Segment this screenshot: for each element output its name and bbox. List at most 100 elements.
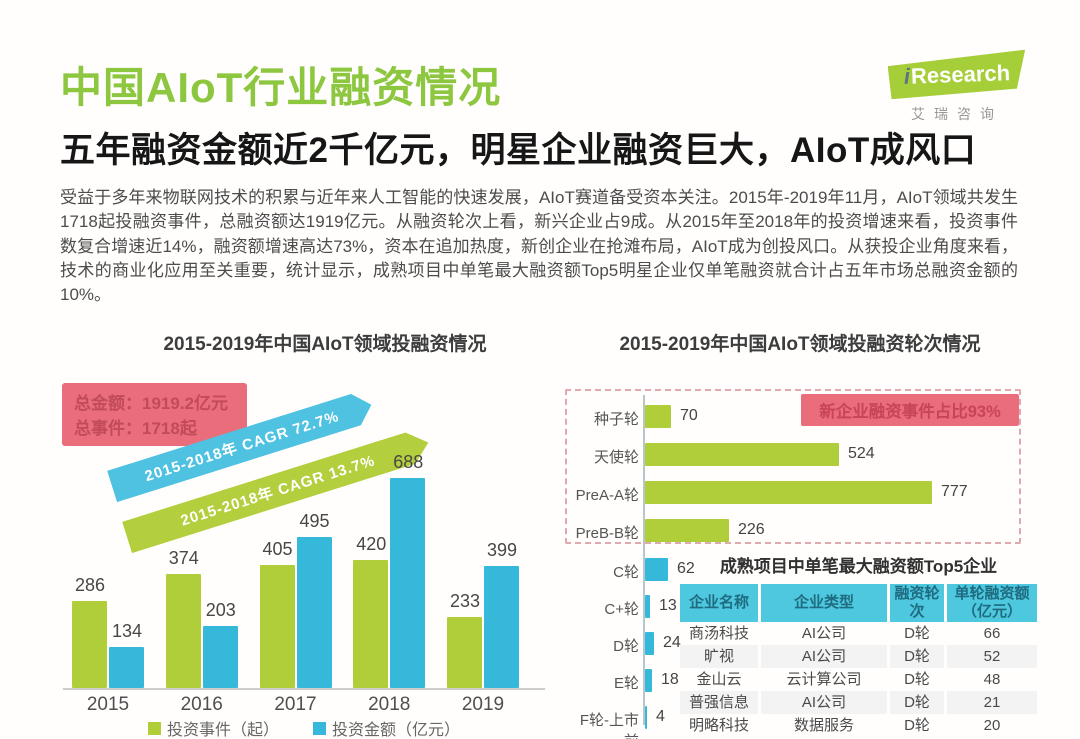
table-cell: 48 [983,671,1001,688]
bar-value-label: 233 [449,591,481,611]
round-label-E轮: E轮 [613,675,639,692]
table-row: 商汤科技 AI公司 D轮 66 [680,622,1037,645]
round-value-E轮: 18 [661,671,679,688]
right-chart-title: 2015-2019年中国AIoT领域投融资轮次情况 [619,334,981,355]
right-chart: 新企业融资事件占比93% 种子轮 70 天使轮 524 PreA-A轮 777 PreB-B… [565,385,1045,739]
total-amount-line: 总金额：1919.2亿元 [74,394,228,413]
round-value-F轮-上市前: 4 [656,708,665,725]
round-bar-C+轮 [645,595,650,618]
round-bar-E轮 [645,669,652,692]
round-value-C+轮: 13 [659,597,677,614]
logo-i: i [903,63,911,89]
bar-投资金额（亿元）-2018 [390,478,426,688]
total-stat-box: 总金额：1919.2亿元 总事件：1718起 [62,383,247,446]
x-axis-label: 2019 [461,694,505,715]
legend-label-events: 投资事件（起） [166,722,279,739]
table-cell: 52 [947,645,1037,668]
round-value-种子轮: 70 [680,407,698,424]
table-cell: 数据服务 [793,717,854,734]
page-subtitle: 五年融资金额近2千亿元，明星企业融资巨大，AIoT成风口 [60,131,977,170]
round-label-天使轮: 天使轮 [593,449,639,466]
bar-value-label: 495 [299,511,330,531]
table-row: 旷视 AI公司 D轮 52 [680,645,1037,668]
table-col-header: 企业类型 [761,584,887,622]
top5-table-title: 成熟项目中单笔最大融资额Top5企业 [719,557,998,576]
table-cell: D轮 [904,625,930,642]
round-bar-PreA-A轮 [645,481,932,504]
logo-chinese-name: 艾瑞咨询 [911,106,1003,122]
table-cell: AI公司 [801,625,847,642]
bar-value-label: 405 [262,539,293,559]
bar-投资事件（起）-2018 [353,560,389,688]
round-label-种子轮: 种子轮 [593,411,639,428]
legend-label-amount: 投资金额（亿元） [332,722,461,739]
legend-item-amount: 投资金额（亿元） [313,716,460,739]
bar-value-label: 203 [205,600,236,620]
bar-value-label: 134 [111,621,143,641]
round-value-天使轮: 524 [848,445,875,462]
table-cell: 66 [983,625,1001,642]
logo-brand-text: Research [910,59,1011,89]
legend-item-events: 投资事件（起） [147,716,279,739]
table-cell: 明略科技 [688,717,749,734]
table-cell: D轮 [890,645,944,668]
round-bar-天使轮 [645,443,839,466]
table-row: 金山云 云计算公司 D轮 48 [680,668,1037,691]
round-value-PreB-B轮: 226 [738,521,765,538]
table-cell: 20 [983,717,1001,734]
bar-投资金额（亿元）-2017 [296,537,332,688]
round-label-C轮: C轮 [613,564,639,581]
round-label-F轮-上市前: F轮-上市前 [579,712,639,739]
left-chart-legend: 投资事件（起） 投资金额（亿元） [63,716,545,739]
iresearch-logo: iResearch 艾瑞咨询 [882,52,1032,124]
table-col-header: 单轮融资额（亿元） [947,584,1037,622]
new-rounds-dashed-box [565,389,1021,544]
legend-swatch [147,721,161,735]
round-bar-种子轮 [645,405,671,428]
bar-投资金额（亿元）-2016 [202,626,238,688]
bar-value-label: 420 [356,534,387,554]
round-label-PreB-B轮: PreB-B轮 [575,525,639,542]
top5-table-header: 企业名称 企业类型 融资轮次 单轮融资额（亿元） [680,584,1037,622]
round-value-PreA-A轮: 777 [941,483,968,500]
round-value-D轮: 24 [663,634,681,651]
bar-投资事件（起）-2015 [72,601,107,688]
top5-table: 成熟项目中单笔最大融资额Top5企业 企业名称 企业类型 融资轮次 单轮融资额（亿元）… [680,552,1037,737]
new-company-badge: 新企业融资事件占比93% [801,394,1019,426]
left-chart-plot: 286 134 374 203 405 495 420 688 233 399 [63,372,545,690]
x-axis-label: 2016 [180,694,223,715]
x-axis-label: 2017 [274,694,317,715]
bar-投资金额（亿元）-2015 [109,647,144,688]
table-cell: 云计算公司 [786,671,862,688]
intro-paragraph: 受益于多年来物联网技术的积累与近年来人工智能的快速发展，AIoT赛道备受资本关注… [60,188,1018,305]
bar-投资事件（起）-2019 [447,617,482,688]
bar-value-label: 286 [74,575,106,595]
table-cell: AI公司 [761,691,887,714]
legend-swatch [313,721,326,735]
round-value-C轮: 62 [677,560,695,577]
table-cell: 普强信息 [680,691,758,714]
table-cell: 金山云 [696,671,742,688]
table-cell: 21 [947,691,1037,714]
table-col-header: 融资轮次 [890,584,944,622]
total-events-line: 总事件：1718起 [74,418,197,438]
page-title: 中国AIoT行业融资情况 [60,64,502,111]
table-col-header: 企业名称 [680,584,758,622]
bar-投资金额（亿元）-2019 [484,566,519,688]
bar-投资事件（起）-2017 [259,565,295,688]
table-cell: D轮 [904,671,930,688]
table-cell: D轮 [904,717,930,734]
iresearch-flag-icon: iResearch [887,50,1026,100]
round-bar-C轮 [645,558,668,581]
x-axis-label: 2018 [368,694,411,715]
top5-table-body: 商汤科技 AI公司 D轮 66 旷视 AI公司 D轮 52 金山云 云计算公司 D轮 48 普强信息 AI… [680,622,1037,737]
bar-投资事件（起）-2016 [165,574,201,688]
bar-value-label: 399 [486,540,518,560]
right-chart-axis [643,395,645,725]
table-row: 明略科技 数据服务 D轮 20 [680,714,1037,737]
table-cell: D轮 [890,691,944,714]
left-chart-xlabels: 2015 2016 2017 2018 2019 [63,694,545,716]
table-cell: AI公司 [761,645,887,668]
x-axis-label: 2015 [86,694,130,715]
